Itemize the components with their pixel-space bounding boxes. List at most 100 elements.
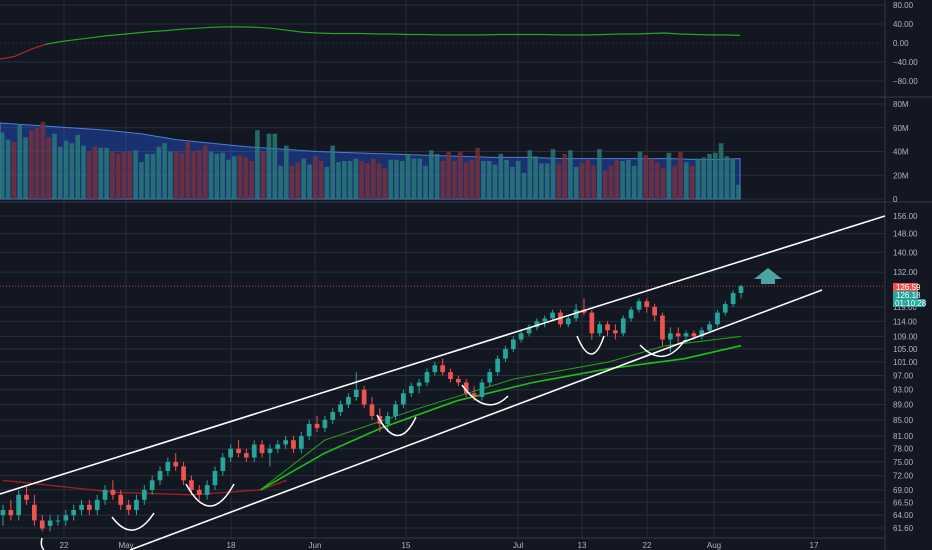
price-tick-label: 114.00	[893, 317, 917, 326]
volume-bar	[556, 163, 562, 199]
volume-bar	[458, 151, 463, 199]
volume-bar	[353, 158, 359, 199]
candle-body	[267, 448, 273, 453]
time-tick-label: 13	[578, 541, 587, 550]
volume-bar	[411, 158, 417, 199]
volume-bar	[660, 168, 666, 199]
volume-bar	[243, 157, 249, 199]
time-tick-label: Jun	[309, 541, 322, 550]
price-tick-label: 78.00	[893, 445, 914, 454]
volume-bar	[17, 124, 22, 199]
candle-body	[79, 504, 84, 510]
volume-bar	[701, 157, 706, 199]
time-axis[interactable]: 22 May 18 Jun 15 Jul 13 22 Aug 17	[60, 541, 819, 550]
volume-bar	[249, 161, 254, 199]
up-arrow-icon[interactable]	[754, 268, 782, 284]
volume-bar	[69, 143, 75, 199]
price-tick-label: 119.00	[893, 303, 917, 312]
candle-body	[644, 301, 650, 307]
volume-bar	[608, 165, 614, 200]
countdown-label: 01:10:28	[895, 299, 927, 308]
volume-bar	[173, 151, 179, 199]
volume-bar	[388, 159, 393, 199]
volume-bar	[104, 147, 109, 199]
price-axis[interactable]: 80.00 40.00 0.00 −40.00 −80.00 80M 60M 40M 20M 0 1…	[893, 1, 918, 533]
time-tick-label: May	[118, 541, 133, 550]
volume-bar	[371, 158, 376, 199]
candle-body	[228, 448, 233, 458]
candle-body	[463, 382, 469, 394]
oscillator-line	[45, 26, 741, 45]
volume-bar	[144, 153, 150, 199]
price-tick-label: 109.00	[893, 332, 918, 341]
volume-bar	[573, 166, 579, 199]
volume-bar	[643, 155, 649, 199]
volume-bar	[463, 162, 469, 199]
candle-body	[518, 333, 524, 340]
time-tick-label: 18	[227, 541, 236, 550]
candle-body	[456, 379, 461, 383]
candle-body	[495, 358, 500, 373]
last-price-tag	[893, 283, 918, 291]
candle-body	[39, 520, 45, 529]
volume-bar	[23, 137, 28, 200]
volume-bar	[115, 153, 121, 199]
candle-body	[683, 333, 689, 337]
volume-bar	[202, 145, 208, 199]
volume-bar	[655, 162, 660, 199]
channel-lower-line[interactable]	[129, 289, 823, 550]
candle-body	[416, 382, 422, 387]
volume-bar	[278, 165, 283, 200]
volume-bar	[307, 164, 312, 199]
volume-bar	[713, 152, 718, 199]
candle-body	[675, 333, 681, 337]
volume-bar	[0, 132, 5, 199]
volume-bar	[156, 146, 162, 200]
volume-bar	[121, 151, 127, 199]
candle-body	[597, 324, 602, 334]
volume-bar	[272, 133, 278, 199]
volume-bar	[29, 130, 34, 199]
volume-bar	[695, 158, 701, 199]
candle-body	[620, 318, 626, 334]
candle-body	[526, 327, 532, 334]
time-tick-label: 22	[60, 541, 69, 550]
volume-bar	[208, 151, 214, 199]
price-pane[interactable]	[0, 285, 885, 532]
candle-body	[47, 520, 53, 526]
candle-body	[102, 489, 108, 500]
volume-tick-label: 60M	[893, 124, 909, 133]
candle-body	[636, 301, 642, 310]
candle-body	[236, 448, 241, 453]
ma-slow-line	[260, 344, 742, 491]
candle-body	[440, 365, 445, 373]
candle-body	[165, 461, 171, 471]
volume-bar	[5, 139, 11, 199]
volume-bar	[266, 133, 272, 199]
candle-body	[479, 382, 485, 397]
price-tick-label: 89.00	[893, 400, 914, 409]
channel-upper-line[interactable]	[0, 215, 886, 495]
cup-mark-2	[185, 483, 235, 507]
candle-body	[16, 494, 21, 516]
candle-body	[220, 457, 226, 471]
price-tick-label: 61.60	[893, 524, 914, 533]
volume-bar	[191, 151, 196, 199]
osc-tick-label: −80.00	[893, 77, 918, 86]
candle-body	[660, 315, 665, 340]
candle-body	[503, 348, 508, 359]
time-tick-label: Jul	[513, 541, 523, 550]
candle-body	[306, 423, 312, 437]
candle-body	[511, 339, 516, 349]
candle-body	[668, 333, 673, 340]
volume-bar	[678, 151, 683, 199]
candle-body	[652, 306, 657, 316]
candle-body	[565, 318, 571, 325]
volume-bar	[330, 145, 335, 199]
volume-bar	[324, 166, 330, 199]
candle-body	[424, 372, 430, 383]
candle-body	[330, 412, 336, 420]
volume-bar	[736, 184, 741, 200]
drawing-annotations[interactable]	[0, 215, 886, 550]
